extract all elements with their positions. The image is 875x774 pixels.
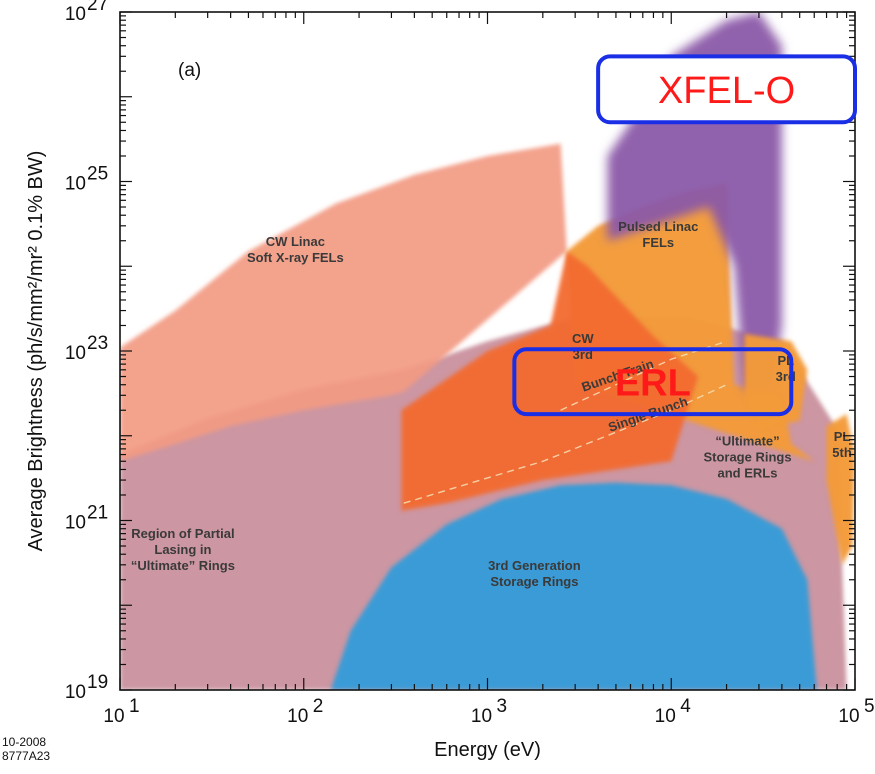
x-tick-exponent: 2 <box>313 696 324 717</box>
x-tick-label: 10 <box>471 706 492 727</box>
y-tick-exponent: 21 <box>87 503 108 524</box>
callouts-layer: XFEL-O ERL <box>512 54 858 417</box>
y-axis-title: Average Brightness (ph/s/mm²/mr² 0.1% BW… <box>25 151 47 552</box>
regions-layer <box>120 12 855 690</box>
x-axis-title: Energy (eV) <box>434 739 541 761</box>
region-label-line: Lasing in <box>154 542 211 557</box>
region-label-line: CW Linac <box>266 234 325 249</box>
footer-code: 8777A23 <box>2 749 50 763</box>
y-tick-label: 10 <box>65 4 86 25</box>
x-tick-exponent: 5 <box>864 696 875 717</box>
y-tick-label: 10 <box>65 174 86 195</box>
region-cw-linac-soft <box>120 143 567 462</box>
region-label-partial-lasing: Region of Partial Lasing in “Ultimate” Rin… <box>131 526 235 573</box>
callout-box-xfel-o <box>596 54 858 125</box>
y-tick-label: 10 <box>65 513 86 534</box>
region-label-pulsed-linac: Pulsed Linac FELs <box>618 219 698 250</box>
region-third-gen <box>330 482 817 690</box>
region-label-line: and ERLs <box>718 465 778 480</box>
region-label-cw-3rd: CW 3rd <box>572 331 594 362</box>
region-pl-5th <box>826 414 855 565</box>
region-label-third-gen: 3rd Generation Storage Rings <box>488 558 581 589</box>
region-label-line: 5th <box>832 445 852 460</box>
region-label-line: 3rd Generation <box>488 558 581 573</box>
region-label-line: “Ultimate” <box>715 433 779 448</box>
x-tick-label: 10 <box>103 706 124 727</box>
region-label-line: Pulsed Linac <box>618 219 698 234</box>
region-label-cw-linac-soft: CW Linac Soft X-ray FELs <box>247 234 344 265</box>
x-tick-exponent: 4 <box>680 696 691 717</box>
region-label-line: PL <box>834 429 851 444</box>
y-tick-exponent: 27 <box>87 0 108 15</box>
x-tick-label: 10 <box>655 706 676 727</box>
callout-box-erl <box>512 347 794 417</box>
region-label-line: Soft X-ray FELs <box>247 250 344 265</box>
y-tick-label: 10 <box>65 682 86 703</box>
x-tick-label: 10 <box>287 706 308 727</box>
x-tick-label: 10 <box>838 706 859 727</box>
callout-text-xfel-o: XFEL-O <box>658 70 795 112</box>
region-label-line: FELs <box>642 235 674 250</box>
region-label-line: Storage Rings <box>703 449 791 464</box>
x-tick-exponent: 1 <box>129 696 140 717</box>
region-label-line: Storage Rings <box>490 574 578 589</box>
callout-text-erl: ERL <box>615 362 691 404</box>
region-label-line: “Ultimate” Rings <box>131 558 235 573</box>
region-label-line: CW <box>572 331 594 346</box>
bunch-line-2 <box>403 384 727 504</box>
region-label-pl-5th: PL 5th <box>832 429 852 460</box>
panel-label: (a) <box>178 60 201 81</box>
x-tick-exponent: 3 <box>497 696 508 717</box>
footer-code: 10-2008 <box>2 735 46 749</box>
region-cw-3rd <box>401 251 699 511</box>
y-tick-exponent: 23 <box>87 333 108 354</box>
region-label-ultimate-rings: “Ultimate” Storage Rings and ERLs <box>703 433 791 480</box>
region-label-line: Region of Partial <box>131 526 234 541</box>
y-tick-label: 10 <box>65 343 86 364</box>
y-tick-exponent: 25 <box>87 164 108 185</box>
y-tick-exponent: 19 <box>87 672 108 693</box>
